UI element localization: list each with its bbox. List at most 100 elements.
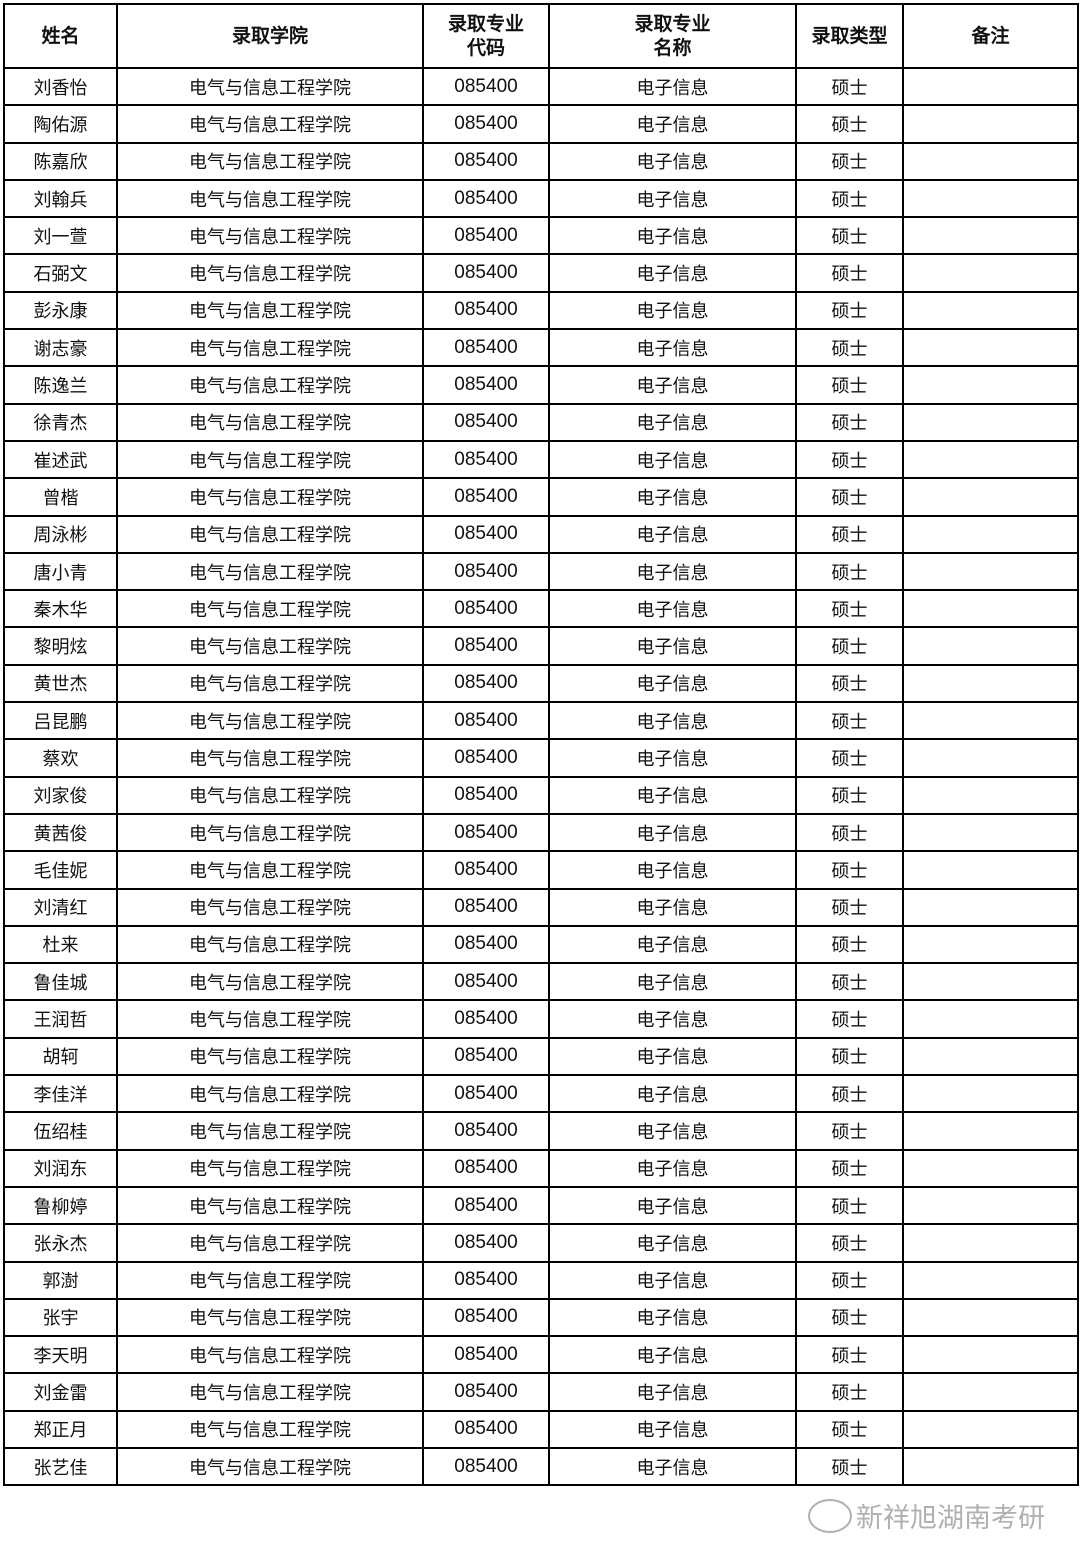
cell-college: 电气与信息工程学院	[116, 216, 424, 256]
admission-table: 姓名 录取学院 录取专业代码 录取专业名称 录取类型 备注 刘香怡 电气与信息工程…	[3, 3, 1079, 1487]
cell-major-code: 085400	[422, 402, 550, 442]
cell-name: 周泳彬	[3, 514, 118, 554]
cell-type: 硕士	[795, 1074, 904, 1114]
cell-college: 电气与信息工程学院	[116, 66, 424, 107]
table-row: 蔡欢 电气与信息工程学院 085400 电子信息 硕士	[3, 738, 1079, 778]
cell-college: 电气与信息工程学院	[116, 1036, 424, 1077]
table-row: 秦木华 电气与信息工程学院 085400 电子信息 硕士	[3, 589, 1079, 629]
cell-major-name: 电子信息	[548, 514, 797, 554]
cell-type: 硕士	[795, 365, 904, 405]
cell-name: 黄茜俊	[3, 812, 118, 853]
cell-major-code: 085400	[422, 850, 550, 890]
cell-type: 硕士	[795, 253, 904, 293]
header-major-name: 录取专业名称	[548, 3, 797, 69]
cell-major-name: 电子信息	[548, 589, 797, 629]
cell-name: 刘香怡	[3, 66, 118, 107]
cell-major-name: 电子信息	[548, 1335, 797, 1375]
cell-major-name: 电子信息	[548, 738, 797, 778]
cell-major-name: 电子信息	[548, 365, 797, 405]
cell-college: 电气与信息工程学院	[116, 1074, 424, 1114]
cell-major-code: 085400	[422, 812, 550, 853]
cell-name: 张艺佳	[3, 1446, 118, 1487]
cell-remarks	[902, 439, 1079, 480]
cell-type: 硕士	[795, 1185, 904, 1226]
cell-college: 电气与信息工程学院	[116, 701, 424, 741]
cell-type: 硕士	[795, 104, 904, 144]
cell-major-name: 电子信息	[548, 104, 797, 144]
table-row: 陈嘉欣 电气与信息工程学院 085400 电子信息 硕士	[3, 141, 1079, 181]
cell-college: 电气与信息工程学院	[116, 1148, 424, 1188]
table-row: 唐小青 电气与信息工程学院 085400 电子信息 硕士	[3, 551, 1079, 592]
header-remarks: 备注	[902, 3, 1079, 69]
cell-name: 刘金雷	[3, 1372, 118, 1412]
cell-remarks	[902, 1335, 1079, 1375]
cell-major-name: 电子信息	[548, 626, 797, 666]
cell-major-name: 电子信息	[548, 290, 797, 331]
cell-name: 蔡欢	[3, 738, 118, 778]
cell-name: 陈逸兰	[3, 365, 118, 405]
cell-type: 硕士	[795, 439, 904, 480]
cell-major-code: 085400	[422, 66, 550, 107]
cell-remarks	[902, 962, 1079, 1002]
cell-remarks	[902, 1036, 1079, 1077]
cell-type: 硕士	[795, 216, 904, 256]
cell-major-code: 085400	[422, 1223, 550, 1263]
cell-type: 硕士	[795, 1372, 904, 1412]
cell-type: 硕士	[795, 962, 904, 1002]
table-row: 石弼文 电气与信息工程学院 085400 电子信息 硕士	[3, 253, 1079, 293]
header-row: 姓名 录取学院 录取专业代码 录取专业名称 录取类型 备注	[3, 3, 1079, 69]
cell-name: 谢志豪	[3, 328, 118, 368]
cell-remarks	[902, 887, 1079, 927]
cell-college: 电气与信息工程学院	[116, 178, 424, 219]
table-row: 刘金雷 电气与信息工程学院 085400 电子信息 硕士	[3, 1372, 1079, 1412]
cell-remarks	[902, 178, 1079, 219]
cell-college: 电气与信息工程学院	[116, 663, 424, 704]
header-major-code: 录取专业代码	[422, 3, 550, 69]
table-row: 鲁柳婷 电气与信息工程学院 085400 电子信息 硕士	[3, 1185, 1079, 1226]
cell-remarks	[902, 104, 1079, 144]
cell-type: 硕士	[795, 663, 904, 704]
table-row: 黎明炫 电气与信息工程学院 085400 电子信息 硕士	[3, 626, 1079, 666]
cell-remarks	[902, 924, 1079, 965]
cell-major-code: 085400	[422, 701, 550, 741]
cell-remarks	[902, 551, 1079, 592]
cell-type: 硕士	[795, 589, 904, 629]
cell-remarks	[902, 253, 1079, 293]
cell-type: 硕士	[795, 141, 904, 181]
cell-type: 硕士	[795, 626, 904, 666]
cell-name: 崔述武	[3, 439, 118, 480]
cell-type: 硕士	[795, 66, 904, 107]
cell-major-code: 085400	[422, 999, 550, 1039]
cell-major-name: 电子信息	[548, 962, 797, 1002]
table-row: 杜来 电气与信息工程学院 085400 电子信息 硕士	[3, 924, 1079, 965]
table-row: 张宇 电气与信息工程学院 085400 电子信息 硕士	[3, 1297, 1079, 1338]
cell-college: 电气与信息工程学院	[116, 812, 424, 853]
cell-name: 曾楷	[3, 477, 118, 517]
cell-remarks	[902, 701, 1079, 741]
cell-major-code: 085400	[422, 1074, 550, 1114]
cell-remarks	[902, 66, 1079, 107]
cell-remarks	[902, 663, 1079, 704]
cell-name: 刘润东	[3, 1148, 118, 1188]
table-row: 刘一萱 电气与信息工程学院 085400 电子信息 硕士	[3, 216, 1079, 256]
cell-major-name: 电子信息	[548, 1260, 797, 1300]
cell-major-code: 085400	[422, 290, 550, 331]
cell-college: 电气与信息工程学院	[116, 738, 424, 778]
cell-major-code: 085400	[422, 439, 550, 480]
cell-name: 唐小青	[3, 551, 118, 592]
cell-major-name: 电子信息	[548, 141, 797, 181]
cell-college: 电气与信息工程学院	[116, 850, 424, 890]
cell-college: 电气与信息工程学院	[116, 477, 424, 517]
cell-major-name: 电子信息	[548, 66, 797, 107]
cell-remarks	[902, 141, 1079, 181]
cell-type: 硕士	[795, 1260, 904, 1300]
cell-major-code: 085400	[422, 1148, 550, 1188]
cell-major-name: 电子信息	[548, 1409, 797, 1449]
cell-name: 鲁佳城	[3, 962, 118, 1002]
cell-type: 硕士	[795, 1148, 904, 1188]
cell-name: 张永杰	[3, 1223, 118, 1263]
cell-major-name: 电子信息	[548, 1036, 797, 1077]
cell-name: 刘清红	[3, 887, 118, 927]
cell-name: 张宇	[3, 1297, 118, 1338]
cell-remarks	[902, 1297, 1079, 1338]
